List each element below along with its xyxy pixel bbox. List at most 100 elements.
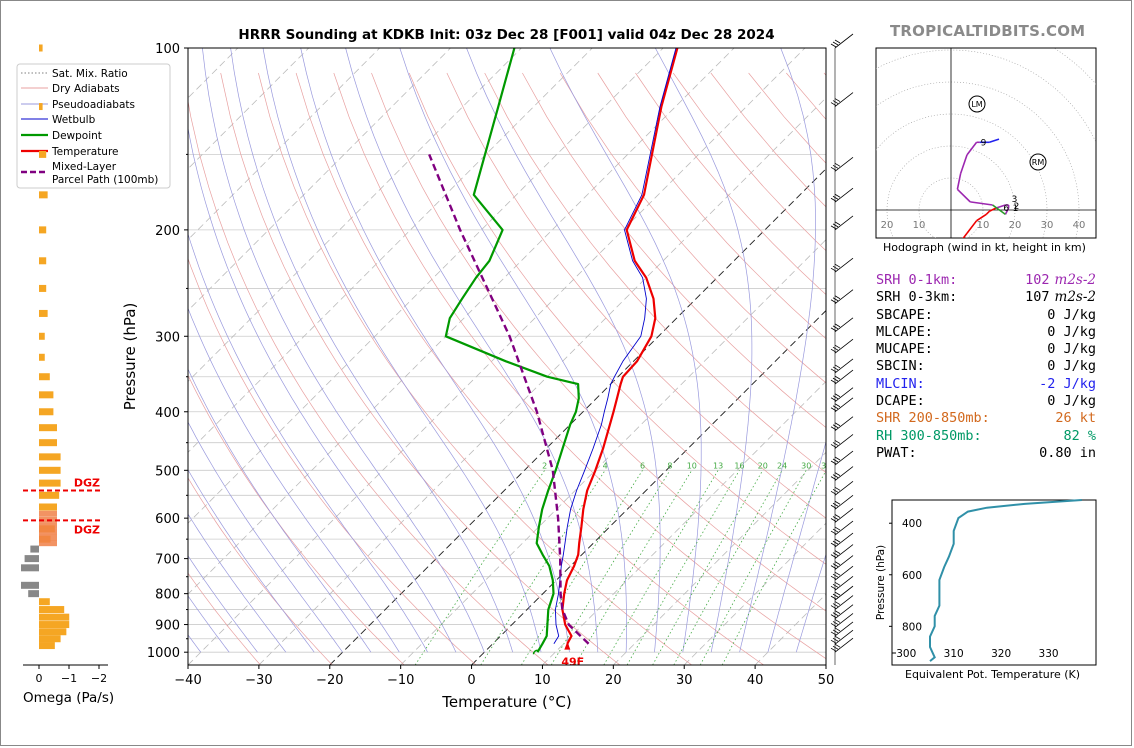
pseudoadiabat	[466, 48, 661, 653]
wind-barb-flag	[832, 405, 839, 410]
wind-barb-staff	[834, 416, 854, 432]
omega-bar	[24, 555, 39, 563]
wind-barb-flag	[830, 397, 837, 402]
pseudoadiabat	[188, 513, 287, 653]
wind-barb-flag	[834, 295, 841, 300]
wind-barb-flag	[832, 325, 839, 330]
omega-x-tick-label: −2	[91, 672, 107, 685]
mixing-ratio-label: 20	[758, 461, 768, 470]
legend-label: Temperature	[51, 146, 119, 158]
hodograph-segment	[966, 220, 978, 234]
hodograph-segment	[976, 213, 987, 222]
parcel-path-line	[428, 153, 590, 645]
wind-barb-flag	[832, 573, 839, 578]
index-label: MLCIN:	[876, 375, 925, 392]
wind-barb-staff	[834, 520, 854, 536]
wind-barb-flag	[830, 444, 837, 448]
wind-barb-staff	[834, 576, 854, 591]
mixing-ratio-line	[652, 470, 764, 665]
wind-barbs	[830, 33, 854, 665]
wind-barb-staff	[834, 387, 854, 403]
wind-barb-flag	[830, 518, 837, 522]
dry-adiabat	[522, 72, 826, 428]
dry-adiabat	[559, 72, 826, 384]
wind-barb-flag	[830, 623, 837, 627]
legend-label: Dry Adiabats	[52, 83, 120, 95]
sounding-indices: SRH 0-1km: 102 m2s-2 SRH 0-3km: 107 m2s-2 SBCA…	[876, 272, 1096, 462]
omega-x-tick-label: −1	[61, 672, 77, 685]
mixing-ratio-label: 24	[777, 461, 787, 470]
wind-barb-staff	[834, 215, 854, 231]
wind-barb-flag	[832, 502, 839, 507]
wind-barb-flag	[830, 647, 837, 652]
theta-e-y-tick-label: 400	[902, 518, 922, 530]
wind-barb-flag	[832, 377, 839, 382]
skewt-plot-border	[187, 47, 827, 666]
isotherm-highlight	[329, 168, 826, 665]
hodograph-tick-label: 10	[913, 220, 926, 231]
wind-barb-flag	[834, 263, 841, 268]
index-label: SBCAPE:	[876, 306, 933, 323]
wind-barb-flag	[834, 472, 841, 476]
index-label: DCAPE:	[876, 393, 925, 410]
wind-barb-staff	[834, 450, 854, 466]
wind-barb-flag	[832, 645, 839, 650]
x-tick-label: −10	[387, 673, 414, 688]
wind-barb-staff	[834, 317, 854, 333]
wind-barb-flag	[830, 43, 837, 48]
omega-bar	[39, 466, 61, 474]
omega-bar	[39, 503, 57, 511]
pseudoadiabat	[188, 555, 258, 653]
pseudoadiabat	[188, 595, 230, 653]
pseudoadiabat	[300, 48, 570, 653]
pseudoadiabat	[188, 368, 372, 653]
hodograph-segment	[1004, 207, 1010, 215]
hodograph-segment	[989, 207, 997, 212]
dry-adiabat	[597, 72, 826, 340]
x-tick-label: 10	[534, 673, 551, 688]
index-row: PWAT: 0.80 in	[876, 445, 1096, 462]
mixing-ratio-label: 6	[640, 461, 645, 470]
wind-barb-flag	[834, 456, 841, 461]
pseudoadiabat	[767, 440, 826, 653]
omega-bar	[39, 284, 47, 292]
dry-adiabat	[258, 72, 693, 665]
wind-barb-staff	[834, 397, 854, 413]
pseudoadiabat	[399, 48, 627, 653]
legend-label: Wetbulb	[52, 114, 96, 126]
hodograph-tick-label: 10	[977, 220, 990, 231]
storm-motion-marker	[1029, 153, 1047, 171]
wind-barb-flag	[830, 605, 837, 609]
mixing-ratio-label: 36	[821, 461, 831, 470]
mixing-ratio-line	[574, 470, 693, 665]
index-value: 0 J/kg	[1047, 393, 1096, 410]
wind-barb-staff	[834, 565, 854, 581]
wind-barb-flag	[830, 102, 837, 106]
omega-bar	[39, 391, 54, 399]
wind-barb-flag	[834, 375, 841, 380]
theta-e-y-label: Pressure (hPa)	[875, 545, 887, 620]
wind-barb-flag	[834, 500, 841, 505]
isotherm-line	[258, 97, 826, 665]
theta-e-x-tick-label: 320	[991, 648, 1011, 660]
surface-temp-marker	[564, 641, 571, 650]
hodograph-tick-label: 30	[1041, 220, 1054, 231]
wind-barb-staff	[834, 157, 854, 172]
pseudoadiabat	[188, 421, 343, 653]
hodograph-segment	[956, 173, 962, 190]
dry-adiabat	[295, 72, 764, 665]
wind-barb-flag	[830, 379, 837, 384]
x-tick-label: −30	[245, 673, 272, 688]
dewpoint-line	[444, 48, 580, 653]
wind-barb-flag	[834, 627, 841, 632]
omega-bar	[39, 642, 55, 650]
pseudoadiabat	[202, 48, 485, 653]
wind-barb-flag	[830, 542, 837, 547]
omega-bar	[28, 590, 39, 598]
wind-barb-flag	[834, 550, 841, 554]
wind-barb-flag	[834, 422, 841, 427]
omega-bar-dgz-layer	[39, 510, 57, 517]
